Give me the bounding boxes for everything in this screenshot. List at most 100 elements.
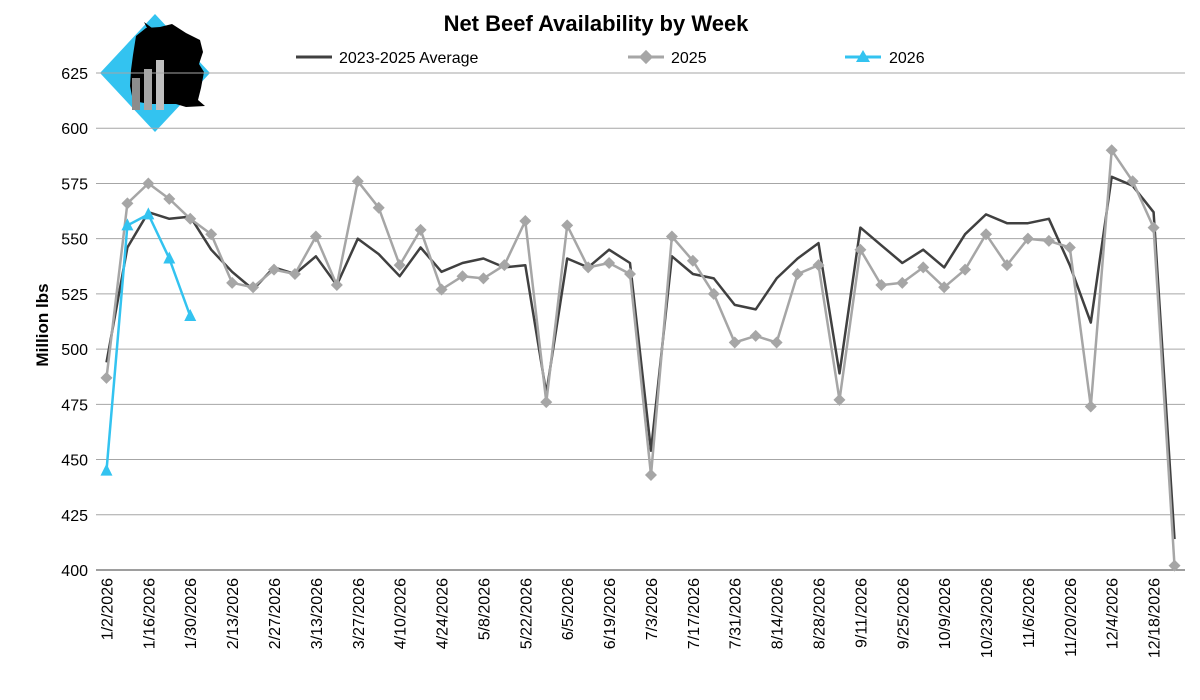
x-tick-label: 5/8/2026: [476, 578, 493, 640]
data-point-2025: [247, 281, 260, 294]
y-tick-label: 475: [61, 397, 88, 414]
data-point-2025: [665, 230, 678, 243]
data-point-2025: [770, 336, 783, 349]
data-point-2025: [1063, 241, 1076, 254]
legend-label-avg: 2023-2025 Average: [339, 50, 478, 67]
y-tick-label: 500: [61, 342, 88, 359]
legend-label-2025: 2025: [671, 50, 707, 67]
x-tick-label: 1/30/2026: [183, 578, 200, 649]
y-tick-label: 575: [61, 176, 88, 193]
data-point-2025: [603, 256, 616, 269]
data-point-2025: [226, 276, 239, 289]
data-point-2025: [728, 336, 741, 349]
x-tick-label: 3/27/2026: [351, 578, 368, 649]
data-point-2025: [268, 263, 281, 276]
data-point-2025: [917, 261, 930, 274]
data-point-2025: [184, 212, 197, 225]
data-point-2025: [351, 175, 364, 188]
data-point-2025: [1021, 232, 1034, 245]
legend-item-2026: 2026: [845, 50, 925, 67]
data-point-2025: [163, 192, 176, 205]
data-point-2025: [582, 261, 595, 274]
data-point-2025: [288, 268, 301, 281]
x-tick-label: 7/17/2026: [686, 578, 703, 649]
y-tick-label: 625: [61, 66, 88, 83]
data-point-2025: [875, 279, 888, 292]
data-point-2025: [938, 281, 951, 294]
x-tick-label: 7/3/2026: [644, 578, 661, 640]
x-tick-label: 12/4/2026: [1105, 578, 1122, 649]
legend-label-2026: 2026: [889, 50, 925, 67]
series-2: [100, 207, 197, 476]
data-point-2025: [833, 393, 846, 406]
series-0: [105, 175, 1176, 540]
x-tick-label: 1/2/2026: [99, 578, 116, 640]
x-tick-label: 1/16/2026: [141, 578, 158, 649]
data-point-2025: [896, 276, 909, 289]
data-point-2026: [142, 207, 155, 220]
x-tick-label: 9/11/2026: [853, 578, 870, 648]
gridlines: [96, 72, 1185, 571]
y-tick-label: 425: [61, 508, 88, 525]
data-point-2025: [749, 329, 762, 342]
data-point-2025: [100, 371, 113, 384]
data-point-2025: [644, 469, 657, 482]
x-tick-label: 8/14/2026: [770, 578, 787, 649]
x-axis-ticks: 1/2/2026 1/16/2026 1/30/2026 2/13/2026 2/27/…: [99, 578, 1163, 658]
data-point-2025: [561, 219, 574, 232]
data-point-2025: [519, 214, 532, 227]
x-tick-label: 10/9/2026: [937, 578, 954, 649]
data-point-2025: [1126, 175, 1139, 188]
y-tick-label: 525: [61, 287, 88, 304]
chart-title: Net Beef Availability by Week: [444, 11, 750, 36]
y-tick-label: 550: [61, 232, 88, 249]
data-point-2026: [184, 308, 197, 321]
data-point-2025: [1105, 144, 1118, 157]
y-tick-label: 400: [61, 563, 88, 580]
data-point-2025: [1000, 259, 1013, 272]
data-point-2025: [686, 254, 699, 267]
y-tick-label: 450: [61, 453, 88, 470]
data-point-2025: [540, 396, 553, 409]
data-point-2025: [205, 228, 218, 241]
data-point-2025: [624, 268, 637, 281]
x-tick-label: 8/28/2026: [812, 578, 829, 649]
data-point-2025: [498, 259, 511, 272]
series: [100, 144, 1181, 572]
series-line-0: [105, 175, 1176, 540]
data-point-2025: [854, 243, 867, 256]
data-point-2025: [477, 272, 490, 285]
data-point-2025: [791, 268, 804, 281]
data-point-2025: [1168, 559, 1181, 572]
data-point-2025: [435, 283, 448, 296]
data-point-2025: [1042, 234, 1055, 247]
y-axis-label: Million lbs: [33, 283, 52, 366]
x-tick-label: 7/31/2026: [728, 578, 745, 649]
x-tick-label: 4/24/2026: [435, 578, 452, 649]
x-tick-label: 11/6/2026: [1021, 578, 1038, 648]
data-point-2025: [812, 259, 825, 272]
legend-item-2025: 2025: [628, 49, 707, 67]
x-tick-label: 3/13/2026: [309, 578, 326, 649]
x-tick-label: 6/19/2026: [602, 578, 619, 649]
data-point-2025: [414, 223, 427, 236]
x-tick-label: 2/27/2026: [267, 578, 284, 649]
data-point-2025: [393, 259, 406, 272]
data-point-2025: [959, 263, 972, 276]
y-tick-label: 600: [61, 121, 88, 138]
data-point-2025: [309, 230, 322, 243]
data-point-2025: [330, 279, 343, 292]
data-point-2025: [1147, 221, 1160, 234]
data-point-2025: [456, 270, 469, 283]
data-point-2025: [707, 287, 720, 300]
x-tick-label: 9/25/2026: [895, 578, 912, 649]
x-tick-label: 10/23/2026: [979, 578, 996, 658]
x-tick-label: 11/20/2026: [1063, 578, 1080, 657]
data-point-2025: [1084, 400, 1097, 413]
data-point-2026: [100, 463, 113, 476]
x-tick-label: 5/22/2026: [518, 578, 535, 649]
x-tick-label: 2/13/2026: [225, 578, 242, 649]
data-point-2026: [121, 218, 134, 231]
legend: 2023-2025 Average 2025 2026: [296, 49, 925, 67]
x-tick-label: 12/18/2026: [1147, 578, 1164, 658]
